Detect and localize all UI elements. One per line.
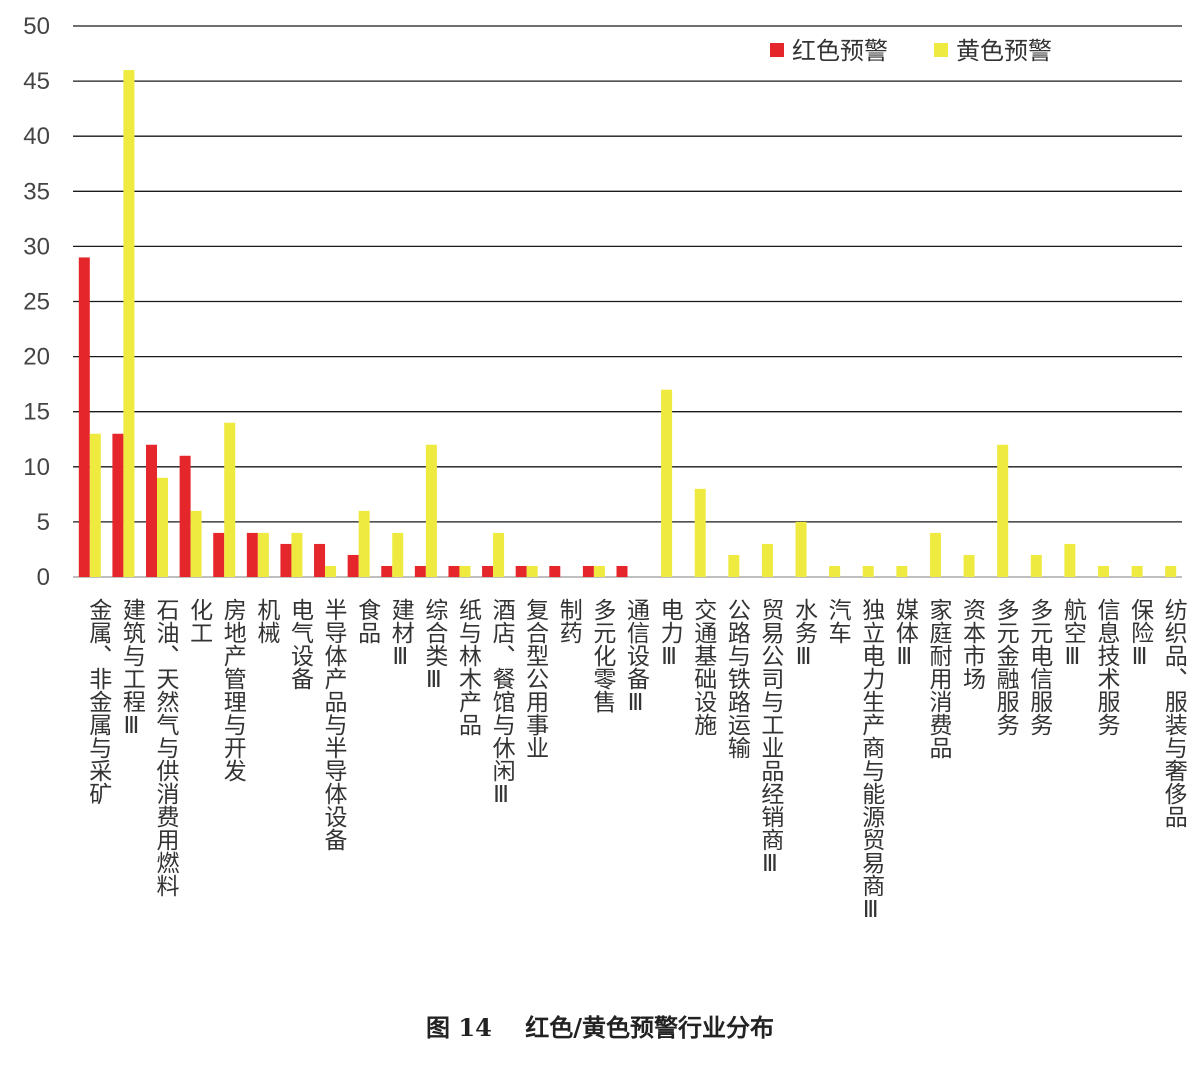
y-tick-label: 50 xyxy=(23,13,50,40)
y-tick-label: 10 xyxy=(23,454,50,481)
category-label: 多元电信服务 xyxy=(1026,598,1054,736)
bar-yellow xyxy=(224,422,236,577)
bar-red xyxy=(448,565,460,577)
bar-red xyxy=(78,257,90,577)
bar-yellow xyxy=(694,488,706,577)
category-label: 电力Ⅲ xyxy=(656,598,683,670)
bar-red xyxy=(582,565,594,577)
y-tick-label: 20 xyxy=(23,344,50,371)
category-label: 纸与林木产品 xyxy=(454,598,482,736)
bar-yellow xyxy=(862,565,874,577)
bar-red xyxy=(616,565,628,577)
bar-red xyxy=(213,532,225,577)
bar-yellow xyxy=(425,444,437,577)
bar-yellow xyxy=(526,565,538,577)
legend-label-red: 红色预警 xyxy=(792,37,888,65)
category-label: 多元金融服务 xyxy=(992,598,1020,736)
bar-yellow xyxy=(1097,565,1109,577)
category-label: 纺织品、服装与奢侈品 xyxy=(1160,598,1188,828)
bar-red xyxy=(482,565,494,577)
bar-yellow xyxy=(997,444,1009,577)
y-tick-label: 15 xyxy=(23,399,50,426)
category-label: 媒体Ⅲ xyxy=(891,598,919,670)
category-label: 半导体产品与半导体设备 xyxy=(320,598,348,851)
y-tick-label: 45 xyxy=(23,68,50,95)
bar-yellow xyxy=(190,510,202,577)
legend-label-yellow: 黄色预警 xyxy=(956,37,1052,65)
bar-red xyxy=(146,444,158,577)
bar-red xyxy=(179,455,191,577)
bar-red xyxy=(112,433,124,577)
bar-yellow xyxy=(661,389,673,577)
category-label: 交通基础设施 xyxy=(690,598,718,736)
category-label: 多元化零售 xyxy=(589,598,617,713)
bar-red xyxy=(280,543,292,577)
category-label: 食品 xyxy=(354,598,382,644)
bar-yellow xyxy=(795,521,807,577)
bar-yellow xyxy=(325,565,337,577)
bar-yellow xyxy=(761,543,773,577)
y-tick-label: 0 xyxy=(37,564,50,591)
y-tick-label: 25 xyxy=(23,289,50,316)
bar-yellow xyxy=(728,554,740,577)
bar-yellow xyxy=(929,532,941,577)
bar-red xyxy=(347,554,359,577)
category-label: 通信设备Ⅲ xyxy=(623,598,651,716)
bar-yellow xyxy=(291,532,303,577)
category-label: 家庭耐用消费品 xyxy=(925,598,953,759)
category-label: 贸易公司与工业品经销商Ⅲ xyxy=(757,598,785,877)
bar-yellow xyxy=(1131,565,1143,577)
bar-yellow xyxy=(123,70,135,577)
bar-yellow xyxy=(257,532,269,577)
y-tick-label: 30 xyxy=(23,233,50,260)
category-label: 金属、非金属与采矿 xyxy=(85,598,113,805)
category-label: 独立电力生产商与能源贸易商Ⅲ xyxy=(858,598,886,923)
category-label: 保险Ⅲ xyxy=(1127,598,1155,670)
category-label: 汽车 xyxy=(824,598,852,644)
category-label: 建筑与工程Ⅲ xyxy=(118,598,146,739)
chart: 0 5 10 15 20 25 30 35 40 45 50 金属、非金属与采矿 建筑与工程Ⅲ 石油、天然… xyxy=(23,13,1188,923)
bar-red xyxy=(414,565,426,577)
legend-swatch-red xyxy=(770,43,784,57)
bar-yellow xyxy=(358,510,370,577)
category-label: 信息技术服务 xyxy=(1093,598,1121,736)
bar-yellow xyxy=(829,565,841,577)
bar-red xyxy=(515,565,527,577)
bar-yellow xyxy=(392,532,404,577)
bar-yellow xyxy=(89,433,101,577)
bar-red xyxy=(381,565,393,577)
bar-red xyxy=(549,565,561,577)
category-label: 公路与铁路运输 xyxy=(723,598,751,759)
category-label: 综合类Ⅲ xyxy=(421,598,449,693)
category-label: 资本市场 xyxy=(959,598,987,690)
bar-yellow xyxy=(1165,565,1177,577)
bar-yellow xyxy=(459,565,471,577)
category-label: 石油、天然气与供消费用燃料 xyxy=(152,598,180,897)
category-label: 房地产管理与开发 xyxy=(219,598,247,782)
bar-yellow xyxy=(1030,554,1042,577)
bar-yellow xyxy=(157,477,169,577)
category-label: 机械 xyxy=(253,598,281,644)
category-label: 复合型公用事业 xyxy=(522,598,550,759)
category-label: 航空Ⅲ xyxy=(1059,598,1087,670)
bar-yellow xyxy=(1064,543,1076,577)
bar-red xyxy=(246,532,258,577)
category-label: 制药 xyxy=(555,598,583,644)
bar-chart-svg: 0 5 10 15 20 25 30 35 40 45 50 金属、非金属与采矿 建筑与工程Ⅲ 石油、天然… xyxy=(23,13,1188,923)
bar-yellow xyxy=(896,565,908,577)
category-label: 建材Ⅲ xyxy=(387,598,415,670)
bar-yellow xyxy=(963,554,975,577)
legend-swatch-yellow xyxy=(934,43,948,57)
bar-yellow xyxy=(493,532,505,577)
y-tick-label: 40 xyxy=(23,123,50,150)
category-label: 水务Ⅲ xyxy=(791,598,819,670)
bar-yellow xyxy=(593,565,605,577)
y-tick-label: 35 xyxy=(23,178,50,205)
category-label: 电气设备 xyxy=(286,598,314,690)
bar-red xyxy=(314,543,326,577)
y-tick-label: 5 xyxy=(37,509,50,536)
category-label: 酒店、餐馆与休闲Ⅲ xyxy=(488,598,516,808)
figure-caption: 图 14 红色/黄色预警行业分布 xyxy=(426,1013,774,1042)
category-label: 化工 xyxy=(186,598,214,644)
